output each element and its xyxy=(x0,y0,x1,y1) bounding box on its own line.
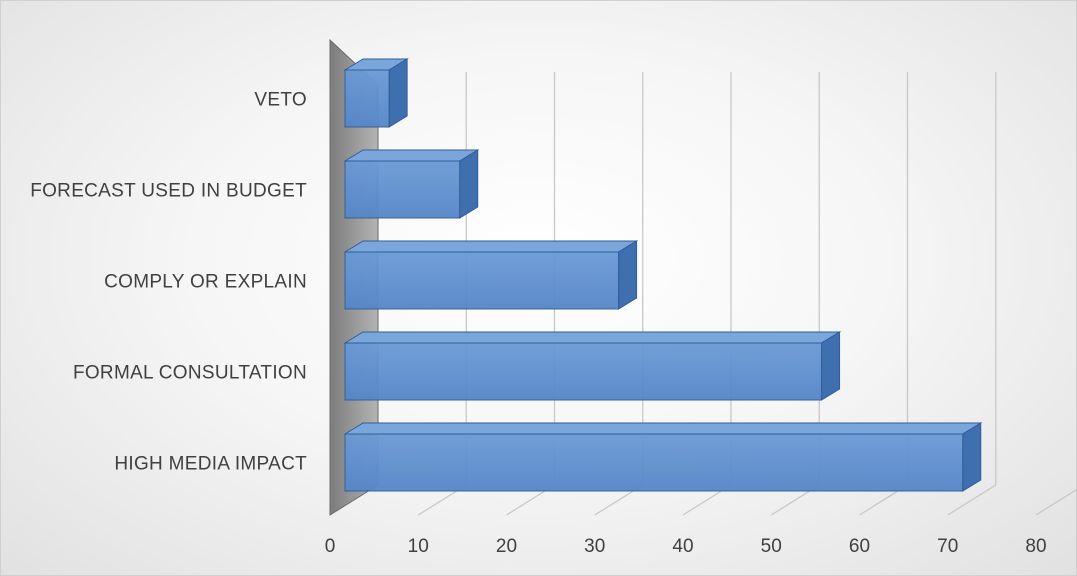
bar-front xyxy=(344,69,390,128)
bar-top xyxy=(343,331,842,344)
x-tick-label: 70 xyxy=(937,536,958,557)
x-tick-label: 0 xyxy=(325,536,336,557)
x-tick-label: 10 xyxy=(408,536,429,557)
bar-front xyxy=(344,160,461,219)
x-tick-label: 20 xyxy=(496,536,517,557)
bar-top xyxy=(343,149,480,162)
bar-top xyxy=(343,240,639,253)
x-tick-label: 50 xyxy=(761,536,782,557)
x-tick-label: 30 xyxy=(584,536,605,557)
bar-side xyxy=(618,240,638,310)
category-label: FORMAL CONSULTATION xyxy=(73,363,307,384)
bar xyxy=(343,240,639,310)
category-label: VETO xyxy=(254,90,307,111)
x-tick-label: 40 xyxy=(672,536,693,557)
bar-side xyxy=(459,149,479,219)
bar xyxy=(343,422,983,492)
bar-side xyxy=(962,422,982,492)
bar-front xyxy=(344,251,620,310)
bar-front xyxy=(344,433,964,492)
x-tick-label: 60 xyxy=(849,536,870,557)
bar-top xyxy=(343,422,983,435)
x-tick-label: 80 xyxy=(1025,536,1046,557)
bar xyxy=(343,58,409,128)
bar-front xyxy=(344,342,823,401)
category-label: HIGH MEDIA IMPACT xyxy=(114,454,307,475)
gridline-floor xyxy=(947,484,997,516)
bar-side xyxy=(821,331,841,401)
bar xyxy=(343,331,842,401)
bar xyxy=(343,149,480,219)
bar-side xyxy=(388,58,408,128)
category-label: FORECAST USED IN BUDGET xyxy=(30,181,307,202)
category-label: COMPLY OR EXPLAIN xyxy=(104,272,307,293)
gridline-floor xyxy=(1035,488,1077,516)
